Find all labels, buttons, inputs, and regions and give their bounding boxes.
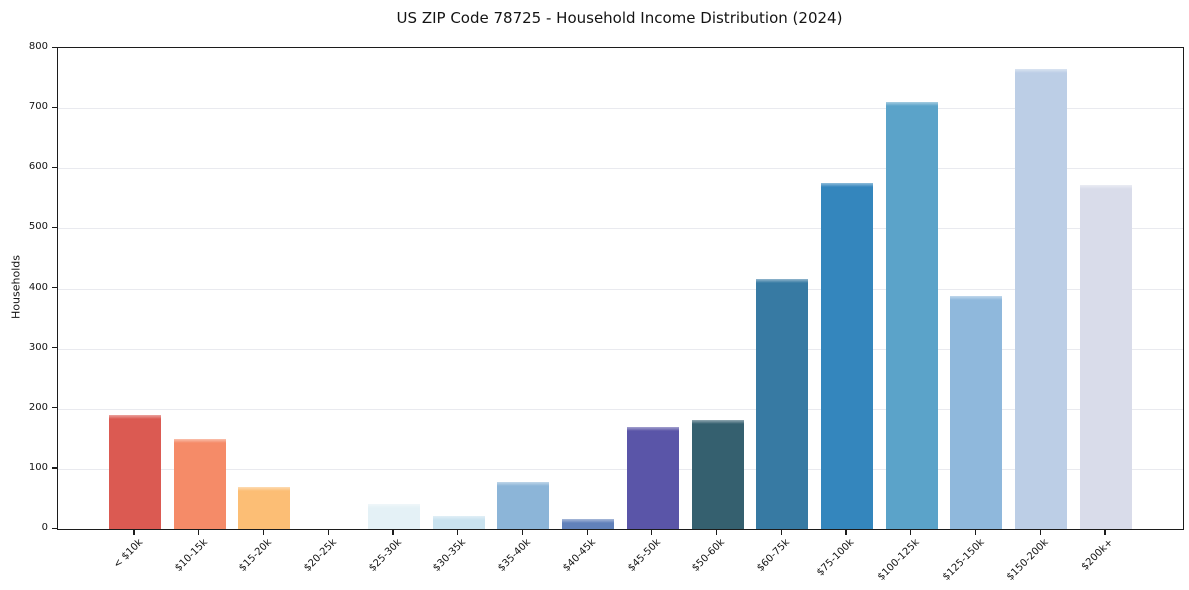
ytick-label-600: 600 (28, 161, 48, 173)
xtick-label-2: $15-20k (237, 537, 275, 574)
gridline-400 (58, 288, 1183, 290)
ytick-mark-100 (52, 467, 57, 469)
xtick-label-1: $10-15k (172, 537, 210, 574)
ytick-mark-800 (52, 46, 57, 48)
gridline-100 (58, 468, 1183, 470)
bar-$15-20k (238, 486, 291, 529)
gridline-700 (58, 108, 1183, 110)
bar-$10-15k (173, 438, 226, 529)
ytick-mark-700 (52, 106, 57, 108)
xtick-label-8: $45-50k (625, 537, 663, 574)
xtick-label-3: $20-25k (302, 537, 339, 574)
ytick-label-800: 800 (28, 41, 48, 52)
bar-$30-35k (432, 515, 485, 529)
gridline-500 (58, 228, 1183, 230)
xtick-mark-0 (133, 529, 135, 535)
xtick-label-13: $125-150k (940, 537, 987, 583)
ytick-label-500: 500 (28, 221, 48, 233)
xtick-mark-3 (327, 529, 329, 535)
xtick-label-4: $25-30k (366, 537, 404, 574)
bar-$35-40k (497, 481, 550, 529)
xtick-label-10: $60-75k (755, 537, 793, 574)
xtick-mark-8 (651, 529, 653, 535)
plot-area (57, 47, 1184, 530)
bar-$125-150k (950, 295, 1003, 529)
xtick-mark-9 (715, 529, 718, 535)
xtick-mark-6 (521, 529, 523, 535)
ytick-label-400: 400 (28, 281, 48, 293)
ytick-label-200: 200 (28, 401, 48, 413)
xtick-mark-2 (262, 529, 265, 535)
xtick-mark-7 (586, 529, 588, 535)
xtick-label-7: $40-45k (560, 537, 598, 574)
ytick-mark-0 (52, 527, 57, 529)
xtick-mark-1 (198, 529, 200, 535)
bar-$45-50k (626, 426, 679, 529)
ytick-mark-300 (52, 347, 57, 349)
bar-$50-60k (691, 420, 744, 529)
xtick-label-5: $30-35k (431, 537, 469, 574)
xtick-mark-11 (845, 529, 847, 535)
ytick-label-700: 700 (28, 101, 48, 113)
ytick-mark-200 (52, 407, 57, 409)
bar-< $10k (109, 414, 161, 529)
ytick-label-300: 300 (28, 341, 48, 353)
bar-$40-45k (562, 518, 615, 529)
xtick-label-14: $150-200k (1005, 537, 1052, 583)
bar-$150-200k (1015, 69, 1068, 529)
xtick-mark-5 (457, 529, 459, 535)
bar-$100-125k (885, 102, 938, 529)
xtick-label-12: $100-125k (875, 537, 922, 583)
xtick-mark-15 (1104, 529, 1106, 535)
chart-title: US ZIP Code 78725 - Household Income Dis… (396, 9, 843, 27)
ytick-mark-600 (52, 166, 57, 168)
xtick-label-6: $35-40k (496, 537, 534, 574)
bar-$75-100k (821, 183, 874, 529)
gridline-200 (58, 408, 1183, 410)
xtick-mark-4 (392, 529, 394, 535)
bar-$60-75k (756, 278, 809, 529)
ytick-label-0: 0 (41, 522, 48, 533)
xtick-label-15: $200k+ (1079, 537, 1116, 573)
bar-$25-30k (367, 503, 420, 529)
xtick-label-11: $75-100k (815, 537, 857, 579)
bar-$200k+ (1079, 185, 1132, 529)
xtick-label-0: < $10k (111, 537, 145, 571)
ytick-label-100: 100 (28, 461, 48, 473)
gridline-300 (58, 348, 1183, 350)
xtick-mark-10 (780, 529, 782, 535)
xtick-mark-14 (1039, 529, 1041, 535)
ytick-mark-500 (52, 226, 57, 229)
ytick-mark-400 (52, 287, 57, 289)
xtick-label-9: $50-60k (690, 537, 728, 574)
xtick-mark-13 (974, 529, 977, 535)
gridline-600 (58, 168, 1183, 170)
xtick-mark-12 (910, 529, 912, 535)
